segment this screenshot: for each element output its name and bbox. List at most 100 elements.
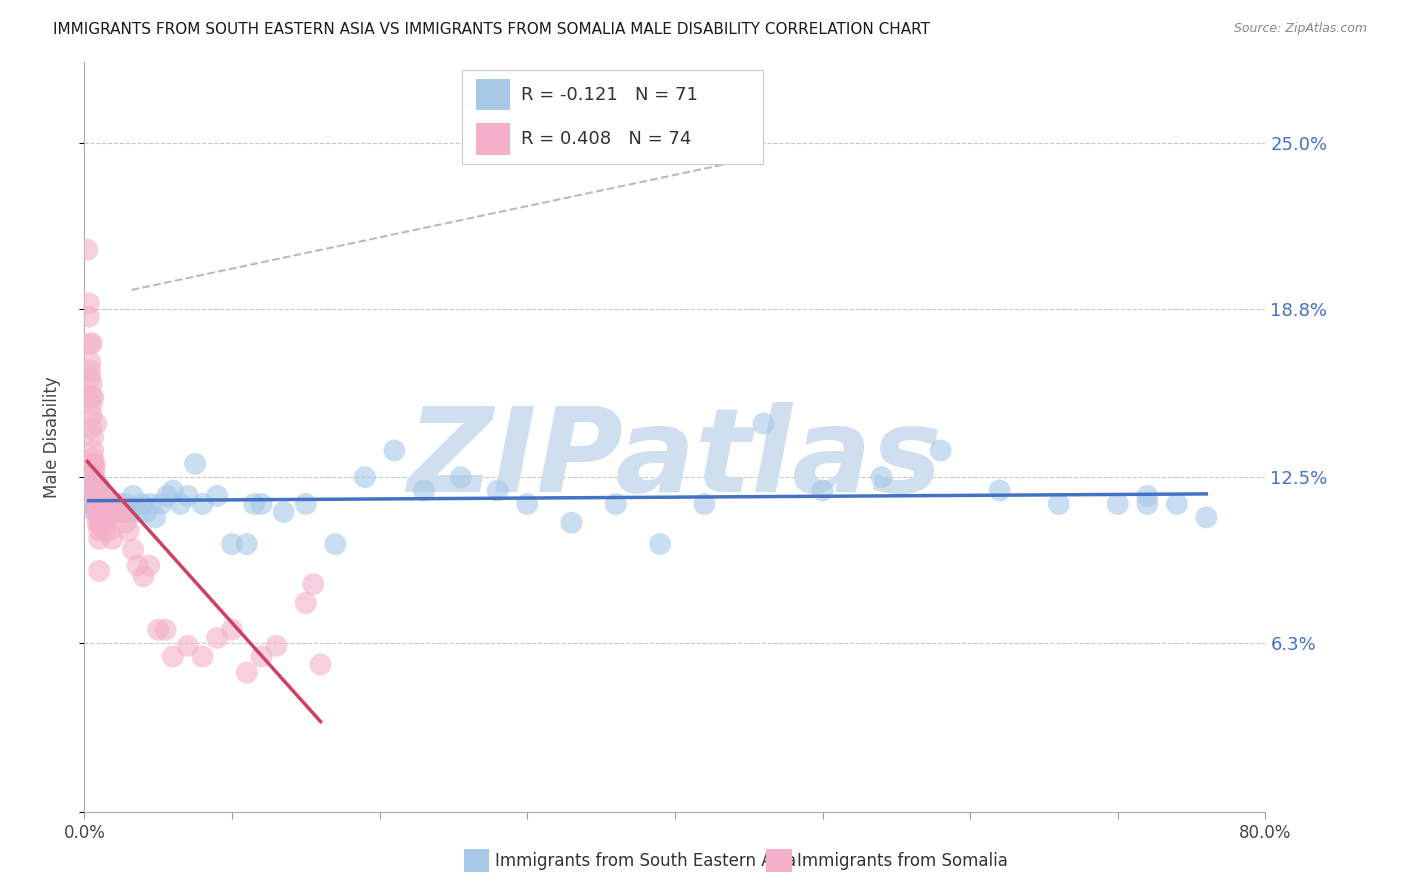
FancyBboxPatch shape xyxy=(477,78,509,111)
Point xyxy=(100,497,122,511)
Point xyxy=(135,505,157,519)
Point xyxy=(105,505,128,519)
Point xyxy=(91,497,114,511)
Point xyxy=(1195,510,1218,524)
Point xyxy=(83,478,105,492)
Point xyxy=(101,532,124,546)
Point xyxy=(103,497,125,511)
Point xyxy=(108,497,131,511)
Point xyxy=(105,497,128,511)
Point xyxy=(83,489,105,503)
Point xyxy=(80,336,103,351)
Point xyxy=(77,310,100,324)
Point xyxy=(250,497,273,511)
Point xyxy=(87,478,111,492)
Point xyxy=(80,390,103,404)
Point xyxy=(1136,489,1159,503)
Point xyxy=(91,497,114,511)
Point xyxy=(1047,497,1070,511)
Text: R = 0.408   N = 74: R = 0.408 N = 74 xyxy=(522,130,692,148)
Point xyxy=(929,443,952,458)
Point xyxy=(83,497,105,511)
Point xyxy=(118,505,141,519)
Point xyxy=(139,497,162,511)
Point xyxy=(97,497,120,511)
Point xyxy=(80,497,103,511)
Point xyxy=(155,623,177,637)
Point xyxy=(86,497,108,511)
Point xyxy=(79,371,101,385)
Point xyxy=(131,497,153,511)
Point xyxy=(191,497,214,511)
Point xyxy=(693,497,716,511)
Point xyxy=(86,516,108,530)
Point xyxy=(605,497,627,511)
Point xyxy=(80,478,103,492)
Point xyxy=(486,483,509,498)
Point xyxy=(93,516,115,530)
Text: Immigrants from Somalia: Immigrants from Somalia xyxy=(797,852,1008,870)
Point xyxy=(98,524,121,538)
Point xyxy=(79,483,101,498)
Point xyxy=(77,296,100,310)
Point xyxy=(127,558,149,573)
Point xyxy=(79,489,101,503)
Point xyxy=(143,510,166,524)
Point xyxy=(302,577,325,591)
Point xyxy=(80,422,103,436)
Point xyxy=(561,516,583,530)
Point xyxy=(309,657,332,672)
Point xyxy=(80,489,103,503)
Point xyxy=(103,505,125,519)
Point xyxy=(79,355,101,369)
Point xyxy=(162,649,184,664)
Point xyxy=(83,470,105,484)
Point xyxy=(96,516,118,530)
Point xyxy=(191,649,214,664)
Point xyxy=(84,489,107,503)
Point xyxy=(90,497,112,511)
Point xyxy=(1166,497,1188,511)
Point xyxy=(325,537,347,551)
Point xyxy=(82,430,104,444)
Point xyxy=(87,532,111,546)
Point xyxy=(114,516,136,530)
Point xyxy=(87,505,111,519)
Point xyxy=(111,505,134,519)
Point xyxy=(1107,497,1129,511)
FancyBboxPatch shape xyxy=(463,70,763,163)
Point xyxy=(516,497,538,511)
Point xyxy=(221,537,243,551)
Point xyxy=(83,489,105,503)
Point xyxy=(177,489,200,503)
Point xyxy=(127,505,149,519)
Point xyxy=(80,398,103,412)
Point xyxy=(91,516,114,530)
Point xyxy=(82,443,104,458)
Point xyxy=(96,497,118,511)
Point xyxy=(87,516,111,530)
Point xyxy=(82,457,104,471)
Point xyxy=(83,483,105,498)
Point xyxy=(295,596,318,610)
Text: IMMIGRANTS FROM SOUTH EASTERN ASIA VS IMMIGRANTS FROM SOMALIA MALE DISABILITY CO: IMMIGRANTS FROM SOUTH EASTERN ASIA VS IM… xyxy=(53,22,931,37)
Point xyxy=(870,470,893,484)
Point xyxy=(413,483,436,498)
Text: Source: ZipAtlas.com: Source: ZipAtlas.com xyxy=(1233,22,1367,36)
Point xyxy=(110,505,132,519)
Point xyxy=(84,497,107,511)
Point xyxy=(84,505,107,519)
Point xyxy=(94,497,117,511)
Point xyxy=(207,489,229,503)
Point xyxy=(87,564,111,578)
Point xyxy=(83,457,105,471)
Text: Immigrants from South Eastern Asia: Immigrants from South Eastern Asia xyxy=(495,852,796,870)
Point xyxy=(236,537,259,551)
Point xyxy=(177,639,200,653)
Point xyxy=(221,623,243,637)
Point xyxy=(184,457,207,471)
Point xyxy=(80,376,103,391)
Point xyxy=(650,537,672,551)
Point xyxy=(84,417,107,431)
Point xyxy=(162,483,184,498)
